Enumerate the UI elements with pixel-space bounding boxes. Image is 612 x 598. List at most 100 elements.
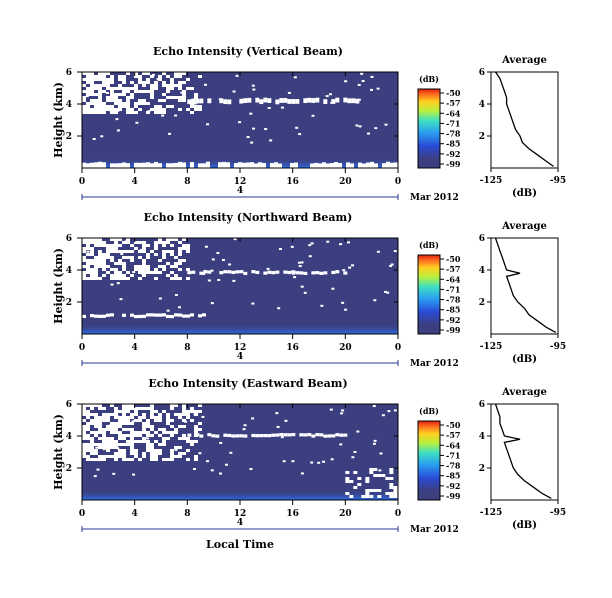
clear-air-pixel xyxy=(194,425,198,428)
average-y-tick-label: 6 xyxy=(479,68,485,78)
clear-air-pixel xyxy=(142,413,146,416)
clear-air-pixel xyxy=(98,437,102,440)
scatter-pixel xyxy=(361,79,365,82)
scatter-pixel xyxy=(277,307,281,310)
echo-line-pixel xyxy=(346,162,350,169)
scatter-pixel xyxy=(132,473,136,476)
clear-air-pixel xyxy=(134,452,138,455)
scatter-pixel xyxy=(115,118,119,121)
y-tick-label: 2 xyxy=(66,464,72,474)
clear-air-pixel xyxy=(190,407,194,410)
clear-air-pixel xyxy=(186,268,190,271)
clear-air-pixel xyxy=(182,425,186,428)
clear-air-pixel xyxy=(150,407,154,410)
clear-air-pixel xyxy=(389,483,394,486)
clear-air-pixel xyxy=(118,422,122,425)
clear-air-pixel xyxy=(150,404,154,407)
echo-line-pixel xyxy=(166,314,170,319)
clear-air-pixel xyxy=(154,84,158,87)
clear-air-pixel xyxy=(130,404,134,407)
scatter-pixel xyxy=(376,250,380,253)
scatter-pixel xyxy=(102,448,106,451)
clear-air-pixel xyxy=(158,413,162,416)
echo-line-pixel xyxy=(142,162,146,170)
clear-air-pixel xyxy=(162,99,166,102)
clear-air-pixel xyxy=(393,489,398,492)
echo-line-pixel xyxy=(219,98,224,104)
clear-air-pixel xyxy=(94,111,98,114)
clear-air-pixel xyxy=(86,87,90,90)
clear-air-pixel xyxy=(146,440,150,443)
scatter-pixel xyxy=(93,475,97,478)
clear-air-pixel xyxy=(194,440,198,443)
clear-air-pixel xyxy=(90,446,94,449)
scatter-pixel xyxy=(376,87,380,90)
echo-line-pixel xyxy=(270,163,274,170)
clear-air-pixel xyxy=(118,419,122,422)
echo-line-pixel xyxy=(207,270,212,274)
clear-air-pixel xyxy=(138,75,142,78)
colorbar-tick-label: -71 xyxy=(446,118,460,128)
y-tick-label: 4 xyxy=(66,266,72,276)
clear-air-pixel xyxy=(174,274,178,277)
echo-line-pixel xyxy=(134,315,138,319)
echo-line-pixel xyxy=(347,98,352,104)
clear-air-pixel xyxy=(114,96,118,99)
clear-air-pixel xyxy=(174,96,178,99)
clear-air-pixel xyxy=(130,256,134,259)
clear-air-pixel xyxy=(373,474,378,477)
clear-air-pixel xyxy=(130,428,134,431)
clear-air-pixel xyxy=(94,413,98,416)
clear-air-pixel xyxy=(154,81,158,84)
scatter-pixel xyxy=(326,240,330,243)
clear-air-pixel xyxy=(114,274,118,277)
clear-air-pixel xyxy=(86,437,90,440)
clear-air-pixel xyxy=(146,431,150,434)
scatter-pixel xyxy=(202,272,206,275)
clear-air-pixel xyxy=(110,404,114,407)
echo-line-pixel xyxy=(327,434,332,438)
clear-air-pixel xyxy=(138,108,142,111)
clear-air-pixel xyxy=(178,241,182,244)
clear-air-pixel xyxy=(130,108,134,111)
clear-air-pixel xyxy=(106,247,110,250)
clear-air-pixel xyxy=(110,90,114,93)
clear-air-pixel xyxy=(130,274,134,277)
clear-air-pixel xyxy=(102,259,106,262)
clear-air-pixel xyxy=(186,416,190,419)
scatter-pixel xyxy=(86,250,90,253)
clear-air-pixel xyxy=(86,446,90,449)
average-y-tick-label: 4 xyxy=(479,432,485,442)
clear-air-pixel xyxy=(134,407,138,410)
clear-air-pixel xyxy=(150,416,154,419)
clear-air-pixel xyxy=(170,425,174,428)
panels-container: Echo Intensity (Vertical Beam)0 4 8 12 16 20 0… xyxy=(52,45,566,551)
x-tick-label: 12 xyxy=(234,509,247,519)
clear-air-pixel xyxy=(178,268,182,271)
clear-air-pixel xyxy=(90,238,94,241)
scatter-pixel xyxy=(357,83,361,86)
clear-air-pixel xyxy=(134,440,138,443)
clear-air-pixel xyxy=(142,84,146,87)
scatter-pixel xyxy=(311,114,315,117)
clear-air-pixel xyxy=(385,492,390,495)
clear-air-pixel xyxy=(178,84,182,87)
clear-air-pixel xyxy=(118,271,122,274)
scatter-pixel xyxy=(355,124,359,127)
clear-air-pixel xyxy=(94,274,98,277)
clear-air-pixel xyxy=(114,431,118,434)
clear-air-pixel xyxy=(154,458,158,461)
echo-line-pixel xyxy=(126,163,130,170)
clear-air-pixel xyxy=(138,81,142,84)
average-x-tick-label: -95 xyxy=(550,176,566,186)
echo-line-pixel xyxy=(242,162,246,170)
x-tick-label: 4 xyxy=(132,343,138,353)
clear-air-pixel xyxy=(146,265,150,268)
echo-line-pixel xyxy=(223,99,228,105)
clear-air-pixel xyxy=(98,259,102,262)
echo-line-pixel xyxy=(239,270,244,274)
clear-air-pixel xyxy=(142,437,146,440)
clear-air-pixel xyxy=(90,81,94,84)
scatter-pixel xyxy=(85,454,89,457)
